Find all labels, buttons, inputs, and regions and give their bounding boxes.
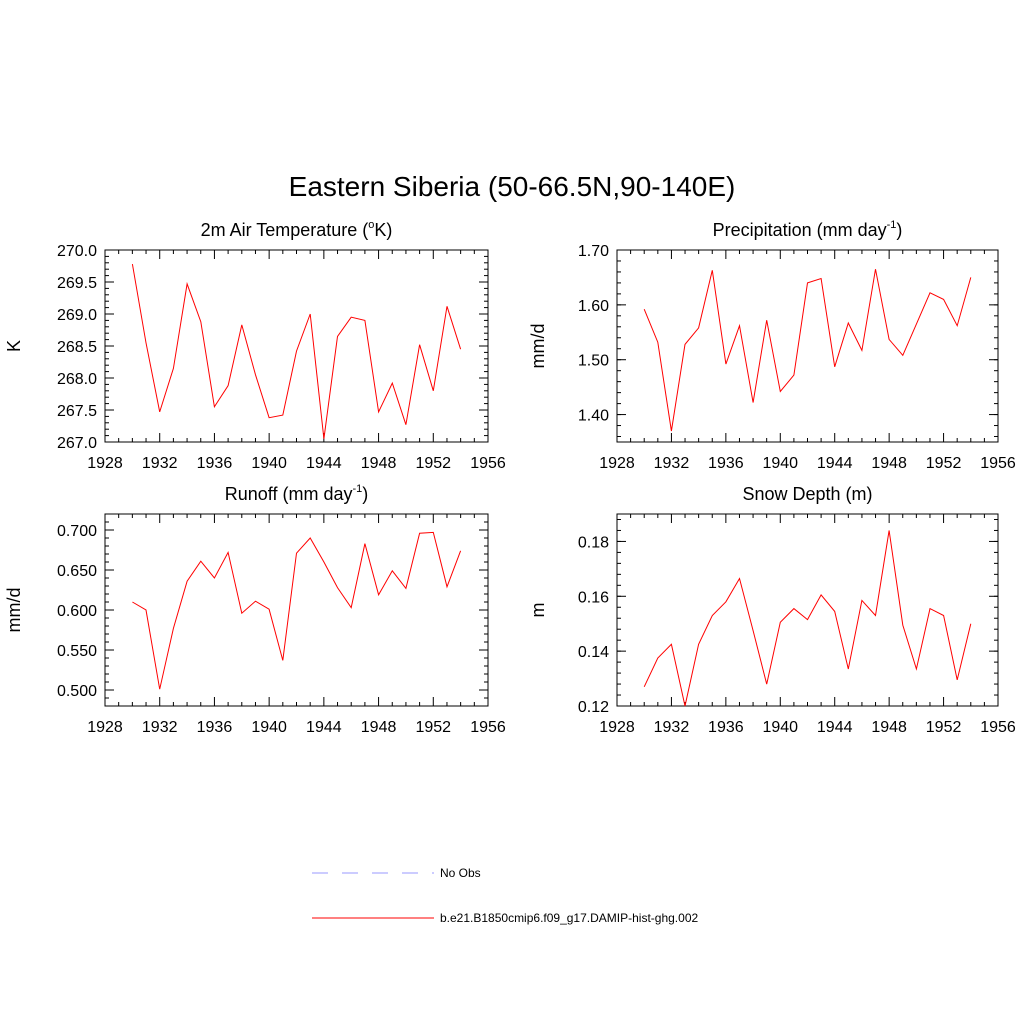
x-tick-label: 1940: [251, 719, 287, 736]
panel-air-temperature: 2m Air Temperature (oK) 1928 1932 1936 1940 1…: [4, 219, 506, 472]
y-tick-label: 269.0: [57, 307, 97, 324]
x-tick-label: 1948: [361, 455, 397, 472]
x-tick-label: 1936: [708, 719, 744, 736]
panel-title: 2m Air Temperature (oK): [201, 219, 393, 240]
x-tick-label: 1956: [980, 719, 1016, 736]
panel-runoff: Runoff (mm day-1) 1928 1932 1936 1940 1944 194…: [4, 483, 506, 736]
x-tick-label: 1932: [654, 719, 690, 736]
x-tick-label: 1928: [87, 719, 123, 736]
x-tick-label: 1936: [197, 455, 233, 472]
x-tick-label: 1936: [708, 455, 744, 472]
panel-snow-depth: Snow Depth (m) 1928 1932 1936 1940 1944 1948 19…: [528, 484, 1016, 736]
x-tick-label: 1948: [871, 455, 907, 472]
x-tick-label: 1952: [926, 719, 962, 736]
y-tick-label: 267.0: [57, 435, 97, 452]
y-tick-label: 1.60: [578, 298, 609, 315]
y-tick-label: 1.50: [578, 353, 609, 370]
y-tick-label: 1.40: [578, 408, 609, 425]
x-tick-label: 1948: [871, 719, 907, 736]
x-tick-label: 1932: [654, 455, 690, 472]
x-tick-label: 1944: [817, 719, 853, 736]
series-line: [643, 269, 972, 432]
y-tick-label: 0.12: [578, 699, 609, 716]
x-tick-label: 1952: [415, 719, 451, 736]
y-tick-label: 0.16: [578, 589, 609, 606]
x-tick-label: 1940: [762, 719, 798, 736]
y-tick-label: 0.650: [57, 563, 97, 580]
x-tick-label: 1940: [762, 455, 798, 472]
y-tick-label: 1.70: [578, 243, 609, 260]
series-line: [131, 264, 462, 439]
panel-title: Runoff (mm day-1): [225, 483, 369, 504]
figure-title: Eastern Siberia (50-66.5N,90-140E): [289, 171, 736, 202]
panel-title: Snow Depth (m): [742, 484, 872, 504]
x-tick-label: 1944: [306, 455, 342, 472]
x-tick-label: 1932: [142, 455, 178, 472]
y-tick-label: 0.18: [578, 534, 609, 551]
y-tick-label: 0.600: [57, 603, 97, 620]
x-tick-label: 1928: [599, 719, 635, 736]
y-tick-label: 270.0: [57, 243, 97, 260]
x-tick-label: 1940: [251, 455, 287, 472]
y-axis-label: m: [528, 603, 548, 618]
legend-label-no-obs: No Obs: [440, 866, 481, 880]
legend-label-model: b.e21.B1850cmip6.f09_g17.DAMIP-hist-ghg.…: [440, 911, 698, 925]
legend: No Obs b.e21.B1850cmip6.f09_g17.DAMIP-hi…: [312, 866, 698, 925]
y-axis-label: mm/d: [4, 588, 24, 633]
x-tick-label: 1932: [142, 719, 178, 736]
x-tick-label: 1944: [817, 455, 853, 472]
y-axis-label: K: [4, 340, 24, 352]
x-tick-label: 1952: [926, 455, 962, 472]
y-tick-label: 267.5: [57, 403, 97, 420]
x-tick-label: 1956: [470, 719, 506, 736]
y-tick-label: 269.5: [57, 275, 97, 292]
panel-title: Precipitation (mm day-1): [713, 219, 903, 240]
x-tick-label: 1928: [599, 455, 635, 472]
x-tick-label: 1948: [361, 719, 397, 736]
y-tick-label: 0.500: [57, 683, 97, 700]
plot-frame: [616, 513, 999, 707]
x-tick-label: 1936: [197, 719, 233, 736]
y-tick-label: 0.700: [57, 523, 97, 540]
x-tick-label: 1928: [87, 455, 123, 472]
y-tick-label: 268.0: [57, 371, 97, 388]
series-line: [132, 531, 462, 690]
x-tick-label: 1952: [415, 455, 451, 472]
x-tick-label: 1956: [980, 455, 1016, 472]
y-tick-label: 0.14: [578, 644, 609, 661]
plot-frame: [104, 249, 489, 443]
y-tick-label: 0.550: [57, 643, 97, 660]
x-tick-label: 1944: [306, 719, 342, 736]
series-line: [643, 530, 972, 707]
y-tick-label: 268.5: [57, 339, 97, 356]
y-axis-label: mm/d: [528, 324, 548, 369]
panel-precipitation: Precipitation (mm day-1) 1928 1932 1936 1940…: [528, 219, 1016, 472]
x-tick-label: 1956: [470, 455, 506, 472]
